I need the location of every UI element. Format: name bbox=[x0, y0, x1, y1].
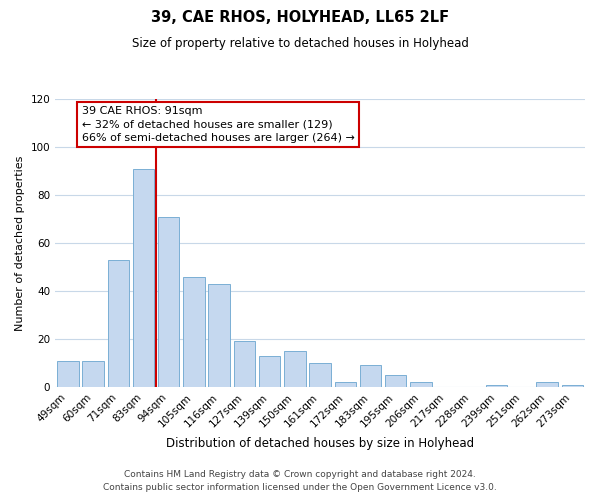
Bar bbox=[335, 382, 356, 387]
Bar bbox=[536, 382, 558, 387]
Bar bbox=[158, 216, 179, 387]
Text: Size of property relative to detached houses in Holyhead: Size of property relative to detached ho… bbox=[131, 38, 469, 51]
Bar bbox=[562, 384, 583, 387]
Bar bbox=[410, 382, 432, 387]
Y-axis label: Number of detached properties: Number of detached properties bbox=[15, 156, 25, 330]
Bar bbox=[57, 360, 79, 387]
Bar bbox=[259, 356, 280, 387]
Text: 39 CAE RHOS: 91sqm
← 32% of detached houses are smaller (129)
66% of semi-detach: 39 CAE RHOS: 91sqm ← 32% of detached hou… bbox=[82, 106, 355, 142]
Bar bbox=[133, 168, 154, 387]
Bar bbox=[233, 342, 255, 387]
Bar bbox=[208, 284, 230, 387]
Bar bbox=[183, 276, 205, 387]
Bar bbox=[385, 375, 406, 387]
Text: 39, CAE RHOS, HOLYHEAD, LL65 2LF: 39, CAE RHOS, HOLYHEAD, LL65 2LF bbox=[151, 10, 449, 25]
Bar bbox=[486, 384, 508, 387]
Bar bbox=[82, 360, 104, 387]
Bar bbox=[107, 260, 129, 387]
Bar bbox=[310, 363, 331, 387]
Bar bbox=[284, 351, 305, 387]
Text: Contains HM Land Registry data © Crown copyright and database right 2024.
Contai: Contains HM Land Registry data © Crown c… bbox=[103, 470, 497, 492]
Bar bbox=[360, 366, 381, 387]
X-axis label: Distribution of detached houses by size in Holyhead: Distribution of detached houses by size … bbox=[166, 437, 474, 450]
